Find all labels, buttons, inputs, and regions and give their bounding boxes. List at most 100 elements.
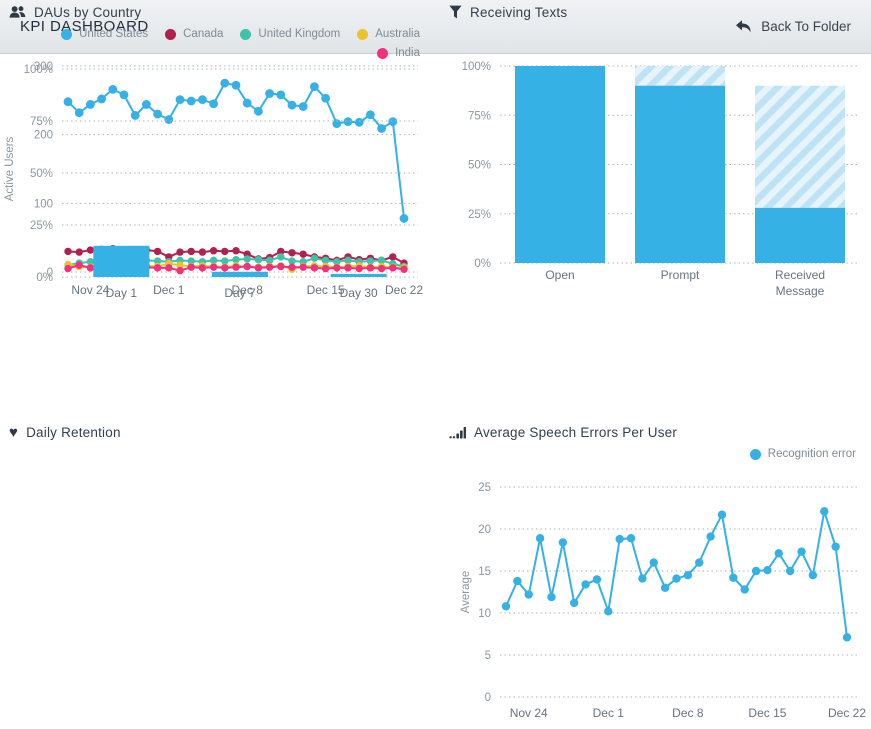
- data-point[interactable]: [604, 607, 613, 616]
- bar[interactable]: [755, 207, 845, 263]
- data-point[interactable]: [638, 574, 647, 583]
- data-point[interactable]: [108, 84, 118, 94]
- data-point[interactable]: [164, 115, 174, 124]
- data-point[interactable]: [232, 263, 240, 271]
- data-point[interactable]: [153, 264, 162, 272]
- data-point[interactable]: [615, 534, 624, 544]
- data-point[interactable]: [198, 95, 207, 105]
- data-point[interactable]: [277, 247, 285, 256]
- data-point[interactable]: [165, 264, 173, 272]
- data-point[interactable]: [176, 248, 184, 256]
- data-point[interactable]: [265, 89, 274, 98]
- data-point[interactable]: [254, 255, 263, 264]
- data-point[interactable]: [63, 97, 73, 107]
- data-point[interactable]: [366, 257, 375, 265]
- data-point[interactable]: [130, 111, 140, 120]
- legend-item-united-states[interactable]: United States: [61, 27, 148, 41]
- data-point[interactable]: [276, 90, 286, 100]
- data-point[interactable]: [277, 262, 285, 271]
- data-point[interactable]: [86, 258, 95, 266]
- data-point[interactable]: [660, 583, 670, 592]
- data-point[interactable]: [377, 124, 386, 133]
- data-point[interactable]: [198, 248, 207, 256]
- data-point[interactable]: [298, 102, 308, 111]
- data-point[interactable]: [649, 558, 658, 567]
- bar[interactable]: [212, 271, 268, 277]
- bar[interactable]: [515, 66, 605, 263]
- data-point[interactable]: [513, 576, 522, 586]
- data-point[interactable]: [175, 95, 185, 105]
- data-point[interactable]: [524, 590, 533, 599]
- data-point[interactable]: [751, 566, 761, 576]
- data-point[interactable]: [277, 253, 285, 261]
- data-point[interactable]: [570, 598, 579, 608]
- data-point[interactable]: [187, 257, 195, 265]
- legend-item-united-kingdom[interactable]: United Kingdom: [240, 27, 340, 41]
- data-point[interactable]: [221, 257, 229, 265]
- data-point[interactable]: [808, 571, 818, 580]
- data-point[interactable]: [187, 263, 195, 271]
- data-point[interactable]: [186, 96, 196, 106]
- data-point[interactable]: [501, 602, 511, 611]
- data-point[interactable]: [231, 80, 241, 90]
- data-point[interactable]: [86, 100, 95, 109]
- data-point[interactable]: [232, 247, 240, 255]
- data-point[interactable]: [265, 263, 274, 271]
- data-point[interactable]: [785, 566, 795, 576]
- data-point[interactable]: [763, 565, 772, 575]
- data-point[interactable]: [740, 585, 749, 594]
- data-point[interactable]: [221, 264, 229, 272]
- data-point[interactable]: [288, 263, 296, 271]
- data-point[interactable]: [366, 110, 375, 120]
- bar-hatched-segment[interactable]: [635, 66, 725, 86]
- data-point[interactable]: [683, 571, 693, 580]
- legend-item-canada[interactable]: Canada: [165, 27, 223, 41]
- data-point[interactable]: [243, 255, 251, 263]
- data-point[interactable]: [581, 580, 590, 589]
- data-point[interactable]: [75, 261, 83, 269]
- data-point[interactable]: [153, 257, 162, 265]
- data-point[interactable]: [209, 99, 219, 109]
- data-point[interactable]: [535, 534, 545, 543]
- data-point[interactable]: [299, 263, 307, 271]
- data-point[interactable]: [153, 247, 162, 256]
- legend-item-india[interactable]: India: [377, 46, 420, 60]
- data-point[interactable]: [119, 90, 129, 100]
- receiving-texts-bar-chart[interactable]: 0% 25% 50% 75% 100% Open Prompt Received Message: [440, 25, 871, 325]
- data-point[interactable]: [242, 98, 252, 108]
- bar[interactable]: [93, 245, 150, 277]
- data-point[interactable]: [355, 264, 363, 273]
- data-point[interactable]: [198, 264, 207, 272]
- data-point[interactable]: [176, 261, 184, 269]
- bar[interactable]: [635, 85, 725, 263]
- data-point[interactable]: [344, 264, 352, 272]
- data-point[interactable]: [310, 264, 319, 272]
- data-point[interactable]: [626, 534, 636, 543]
- data-point[interactable]: [310, 82, 319, 91]
- data-point[interactable]: [831, 542, 840, 551]
- data-point[interactable]: [232, 255, 240, 264]
- data-point[interactable]: [187, 247, 195, 256]
- data-point[interactable]: [797, 547, 806, 556]
- data-point[interactable]: [333, 258, 341, 266]
- data-point[interactable]: [299, 250, 307, 258]
- data-point[interactable]: [706, 532, 715, 541]
- data-point[interactable]: [310, 254, 319, 262]
- data-point[interactable]: [209, 263, 218, 271]
- data-point[interactable]: [377, 264, 386, 273]
- data-point[interactable]: [209, 256, 218, 265]
- data-point[interactable]: [220, 78, 230, 88]
- data-point[interactable]: [695, 558, 704, 567]
- data-point[interactable]: [332, 119, 342, 129]
- data-point[interactable]: [400, 265, 408, 273]
- data-point[interactable]: [64, 264, 72, 273]
- legend-item-australia[interactable]: Australia: [357, 27, 420, 41]
- data-point[interactable]: [288, 257, 296, 265]
- data-point[interactable]: [254, 106, 263, 116]
- data-point[interactable]: [389, 264, 397, 272]
- data-point[interactable]: [672, 574, 681, 583]
- data-point[interactable]: [366, 264, 375, 272]
- data-point[interactable]: [558, 538, 568, 547]
- data-point[interactable]: [592, 575, 602, 584]
- data-point[interactable]: [389, 253, 397, 261]
